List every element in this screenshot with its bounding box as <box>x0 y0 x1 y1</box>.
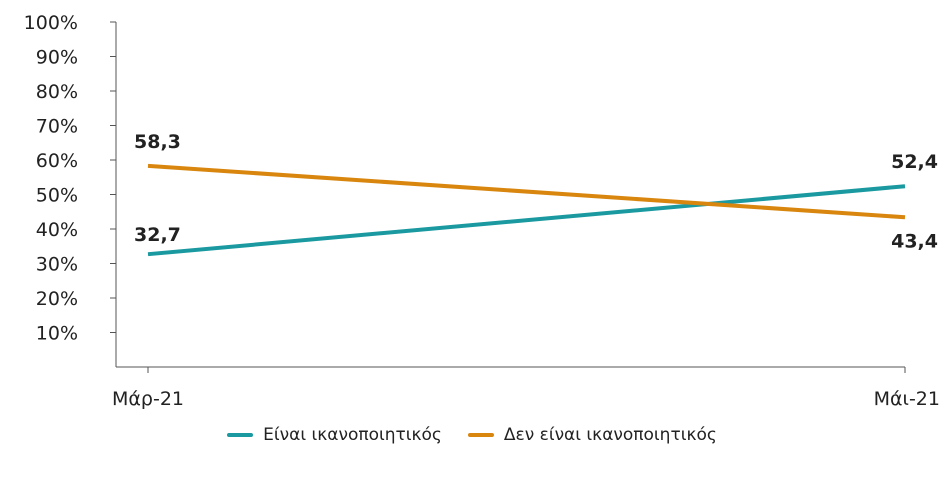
y-tick-label: 100% <box>24 12 78 34</box>
y-tick-label: 10% <box>36 323 78 345</box>
y-tick-label: 50% <box>36 185 78 207</box>
data-label: 43,4 <box>891 230 938 252</box>
y-tick-label: 90% <box>36 47 78 69</box>
y-tick-label: 60% <box>36 150 78 172</box>
x-tick-label: Μάι-21 <box>874 388 940 410</box>
y-tick-label: 80% <box>36 81 78 103</box>
series-line-satisfactory <box>147 184 906 257</box>
legend-item-not-satisfactory: Δεν είναι ικανοποιητικός <box>467 425 717 445</box>
legend: Είναι ικανοποιητικός Δεν είναι ικανοποιη… <box>0 425 944 445</box>
line-chart: 100%90%80%70%60%50%40%30%20%10% Μάρ-21 Μά… <box>24 12 940 410</box>
x-tick-labels: Μάρ-21 Μάι-21 <box>112 388 940 410</box>
legend-label-satisfactory: Είναι ικανοποιητικός <box>263 425 442 445</box>
data-label: 32,7 <box>134 224 181 246</box>
legend-swatch-satisfactory <box>227 433 254 437</box>
y-tick-label: 20% <box>36 288 78 310</box>
data-labels: 32,7 58,3 52,4 43,4 <box>134 131 938 252</box>
legend-label-not-satisfactory: Δεν είναι ικανοποιητικός <box>503 425 717 445</box>
y-tick-labels: 100% 90% 80% 70% 60% 50% 40% 30% 20% 10% <box>24 12 78 345</box>
series-line-not-satisfactory <box>147 163 906 220</box>
data-label: 58,3 <box>134 131 181 153</box>
y-tick-label: 40% <box>36 219 78 241</box>
y-tick-label: 70% <box>36 116 78 138</box>
legend-swatch-not-satisfactory <box>467 433 494 437</box>
legend-item-satisfactory: Είναι ικανοποιητικός <box>227 425 442 445</box>
data-label: 52,4 <box>891 151 938 173</box>
x-tick-label: Μάρ-21 <box>112 388 184 410</box>
y-tick-label: 30% <box>36 254 78 276</box>
series-lines <box>147 163 906 257</box>
axes <box>110 21 906 373</box>
